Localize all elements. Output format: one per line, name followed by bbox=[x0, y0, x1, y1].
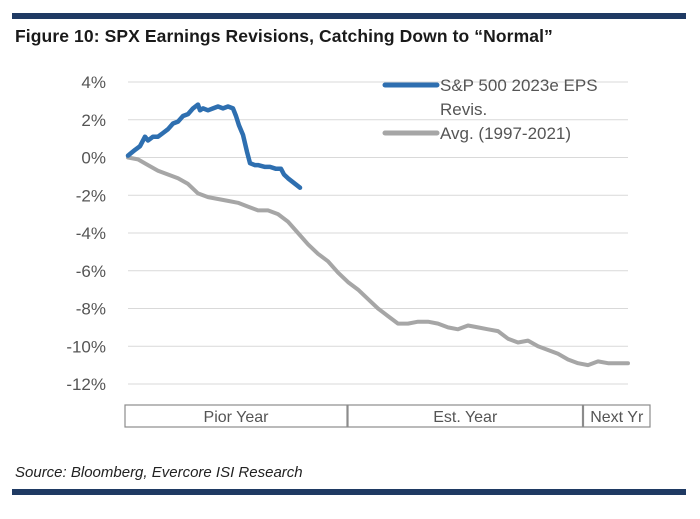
series-line-current bbox=[125, 102, 303, 190]
y-tick-label: -10% bbox=[66, 337, 106, 356]
x-axis-periods: Pior Year Est. Year Next Yr bbox=[124, 404, 651, 428]
source-note: Source: Bloomberg, Evercore ISI Research bbox=[15, 464, 303, 481]
y-tick-label: -2% bbox=[76, 186, 106, 205]
y-tick-label: -6% bbox=[76, 262, 106, 281]
y-tick-label: 0% bbox=[81, 149, 106, 168]
y-tick-label: 2% bbox=[81, 111, 106, 130]
x-period-box bbox=[124, 404, 348, 428]
series-lines bbox=[125, 102, 630, 368]
x-period-label: Next Yr bbox=[590, 409, 644, 426]
y-tick-label: -12% bbox=[66, 375, 106, 394]
x-period-label: Pior Year bbox=[204, 409, 270, 426]
x-period-label: Est. Year bbox=[433, 409, 498, 426]
legend-label-avg: Avg. (1997-2021) bbox=[440, 124, 571, 143]
series-line-avg bbox=[126, 155, 630, 368]
top-rule bbox=[12, 13, 686, 19]
y-axis-ticks: 4% 2% 0% -2% -4% -6% -8% -10% -12% bbox=[66, 73, 106, 394]
y-tick-label: 4% bbox=[81, 73, 106, 92]
figure-title: Figure 10: SPX Earnings Revisions, Catch… bbox=[15, 26, 553, 46]
legend-label-current-line1: S&P 500 2023e EPS bbox=[440, 76, 598, 95]
bottom-rule bbox=[12, 489, 686, 495]
legend-label-current-line2: Revis. bbox=[440, 100, 487, 119]
y-tick-label: -8% bbox=[76, 300, 106, 319]
x-period-box bbox=[582, 404, 651, 428]
x-period-box bbox=[347, 404, 584, 428]
legend: S&P 500 2023e EPS Revis. Avg. (1997-2021… bbox=[382, 76, 598, 143]
y-tick-label: -4% bbox=[76, 224, 106, 243]
